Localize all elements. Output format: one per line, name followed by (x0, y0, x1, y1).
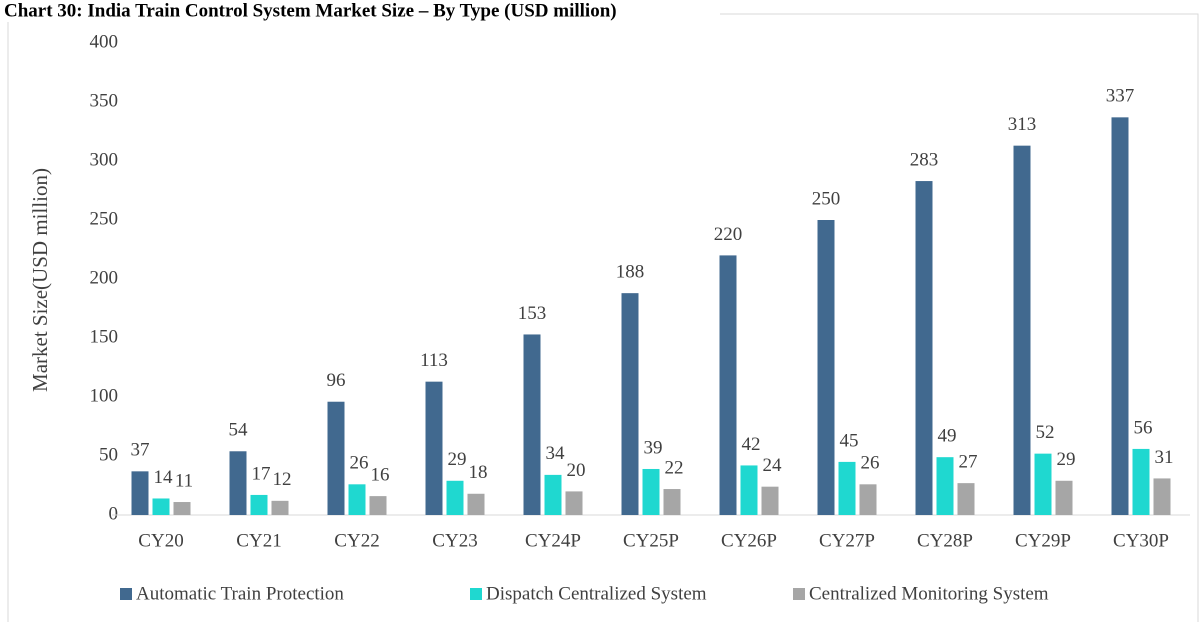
x-tick-label: CY23 (432, 530, 477, 551)
data-label: 20 (567, 460, 586, 481)
data-label: 39 (644, 437, 663, 458)
x-tick-label: CY27P (819, 530, 875, 551)
x-tick-label: CY29P (1015, 530, 1071, 551)
data-label: 29 (1057, 449, 1076, 470)
bar (425, 381, 443, 515)
y-tick-label: 250 (90, 208, 119, 229)
data-label: 153 (518, 303, 547, 324)
bar (1034, 453, 1052, 515)
bar (523, 334, 541, 515)
data-label: 52 (1036, 422, 1055, 443)
data-label: 188 (616, 262, 645, 283)
data-label: 250 (812, 188, 841, 209)
bar (446, 480, 464, 515)
data-label: 313 (1008, 114, 1037, 135)
data-label: 26 (861, 453, 880, 474)
bar (859, 484, 877, 515)
legend-label: Dispatch Centralized System (486, 583, 707, 604)
legend-label: Automatic Train Protection (136, 583, 344, 604)
y-tick-label: 150 (90, 326, 119, 347)
y-tick-label: 350 (90, 90, 119, 111)
bar (327, 401, 345, 515)
y-tick-label: 400 (90, 31, 119, 52)
bar (936, 457, 954, 515)
data-label: 283 (910, 149, 939, 170)
data-label: 49 (938, 426, 957, 447)
bar (369, 496, 387, 515)
data-label: 17 (252, 463, 271, 484)
data-label: 96 (327, 370, 346, 391)
bar (740, 465, 758, 515)
data-label: 26 (350, 453, 369, 474)
data-label: 337 (1106, 86, 1135, 107)
data-label: 31 (1155, 447, 1174, 468)
bar (173, 502, 191, 515)
x-tick-label: CY26P (721, 530, 777, 551)
bar (467, 493, 485, 515)
bar (229, 451, 247, 515)
bar (663, 489, 681, 515)
legend-swatch (793, 588, 805, 600)
data-label: 34 (546, 443, 566, 464)
bar (838, 461, 856, 515)
bar (1013, 145, 1031, 515)
y-tick-label: 0 (109, 503, 119, 524)
data-label: 45 (840, 430, 859, 451)
data-label: 24 (763, 455, 783, 476)
data-label: 22 (665, 457, 684, 478)
bar (621, 293, 639, 515)
x-tick-label: CY24P (525, 530, 581, 551)
bar (957, 483, 975, 515)
bar (250, 494, 268, 515)
y-axis-label: Market Size(USD million) (28, 168, 52, 392)
data-label: 113 (420, 350, 448, 371)
x-tick-label: CY25P (623, 530, 679, 551)
bar (131, 471, 149, 515)
data-label: 29 (448, 449, 467, 470)
bar (1153, 478, 1171, 515)
data-label: 11 (175, 470, 193, 491)
bar (544, 474, 562, 515)
data-label: 27 (959, 451, 978, 472)
x-tick-label: CY21 (236, 530, 281, 551)
bar (1055, 480, 1073, 515)
data-label: 220 (714, 224, 743, 245)
bar (642, 468, 660, 515)
data-label: 14 (154, 467, 174, 488)
bar (565, 491, 583, 515)
x-tick-label: CY22 (334, 530, 379, 551)
y-tick-label: 50 (99, 444, 118, 465)
bar (271, 500, 289, 515)
chart-title: Chart 30: India Train Control System Mar… (4, 0, 617, 21)
bar (719, 255, 737, 515)
legend-label: Centralized Monitoring System (809, 583, 1049, 604)
data-label: 18 (469, 462, 488, 483)
x-tick-label: CY28P (917, 530, 973, 551)
data-label: 56 (1134, 417, 1153, 438)
legend-swatch (120, 588, 132, 600)
data-label: 16 (371, 464, 390, 485)
bar (761, 486, 779, 515)
bar (1111, 117, 1129, 515)
data-label: 54 (229, 420, 249, 441)
bar (152, 498, 170, 515)
y-tick-label: 300 (90, 149, 119, 170)
y-tick-label: 200 (90, 267, 119, 288)
bar (817, 220, 835, 515)
bar (1132, 448, 1150, 515)
y-tick-label: 100 (90, 385, 119, 406)
data-label: 42 (742, 434, 761, 455)
x-tick-label: CY30P (1113, 530, 1169, 551)
data-label: 37 (131, 440, 150, 461)
data-label: 12 (273, 469, 292, 490)
bar (348, 484, 366, 515)
x-tick-label: CY20 (138, 530, 183, 551)
legend-swatch (470, 588, 482, 600)
bar (915, 181, 933, 515)
title-backdrop (0, 0, 720, 22)
